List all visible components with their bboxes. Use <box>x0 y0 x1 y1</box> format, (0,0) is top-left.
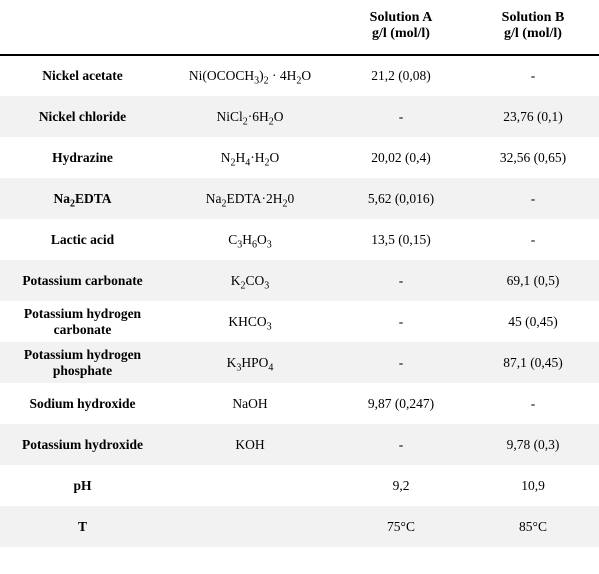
cell-formula: NiCl2·6H2O <box>165 96 335 137</box>
header-sol-b-line2: g/l (mol/l) <box>473 26 593 42</box>
cell-solution-a: - <box>335 96 467 137</box>
header-col-solution-b: Solution B g/l (mol/l) <box>467 0 599 55</box>
table-row: Nickel acetateNi(OCOCH3)2 · 4H2O21,2 (0,… <box>0 55 599 96</box>
header-col1 <box>165 0 335 55</box>
table-header: Solution A g/l (mol/l) Solution B g/l (m… <box>0 0 599 55</box>
cell-compound-name: Nickel acetate <box>0 55 165 96</box>
cell-formula: N2H4·H2O <box>165 137 335 178</box>
cell-formula: K2CO3 <box>165 260 335 301</box>
header-sol-a-line2: g/l (mol/l) <box>341 26 461 42</box>
table-row: Nickel chlorideNiCl2·6H2O-23,76 (0,1) <box>0 96 599 137</box>
cell-solution-b: 10,9 <box>467 465 599 506</box>
cell-solution-b: 45 (0,45) <box>467 301 599 342</box>
cell-solution-a: - <box>335 424 467 465</box>
header-sol-b-line1: Solution B <box>473 10 593 26</box>
header-col0 <box>0 0 165 55</box>
cell-solution-a: - <box>335 301 467 342</box>
cell-formula <box>165 465 335 506</box>
cell-solution-b: - <box>467 219 599 260</box>
cell-solution-b: 87,1 (0,45) <box>467 342 599 383</box>
cell-solution-a: 20,02 (0,4) <box>335 137 467 178</box>
cell-formula: C3H6O3 <box>165 219 335 260</box>
header-col-solution-a: Solution A g/l (mol/l) <box>335 0 467 55</box>
cell-solution-a: 9,2 <box>335 465 467 506</box>
table-row: Lactic acidC3H6O313,5 (0,15)- <box>0 219 599 260</box>
cell-compound-name: Potassium hydrogenphosphate <box>0 342 165 383</box>
cell-solution-a: 13,5 (0,15) <box>335 219 467 260</box>
cell-solution-b: 9,78 (0,3) <box>467 424 599 465</box>
cell-solution-b: - <box>467 178 599 219</box>
cell-solution-b: - <box>467 383 599 424</box>
cell-formula: KHCO3 <box>165 301 335 342</box>
cell-solution-b: - <box>467 55 599 96</box>
cell-formula: NaOH <box>165 383 335 424</box>
cell-solution-a: 5,62 (0,016) <box>335 178 467 219</box>
cell-formula: K3HPO4 <box>165 342 335 383</box>
table-row: Potassium hydrogenphosphateK3HPO4-87,1 (… <box>0 342 599 383</box>
cell-formula <box>165 506 335 547</box>
cell-solution-a: - <box>335 342 467 383</box>
cell-compound-name: Potassium hydroxide <box>0 424 165 465</box>
cell-formula: Ni(OCOCH3)2 · 4H2O <box>165 55 335 96</box>
cell-compound-name: Lactic acid <box>0 219 165 260</box>
cell-compound-name: Potassium hydrogencarbonate <box>0 301 165 342</box>
cell-compound-name: Potassium carbonate <box>0 260 165 301</box>
composition-table: Solution A g/l (mol/l) Solution B g/l (m… <box>0 0 599 547</box>
cell-compound-name: Nickel chloride <box>0 96 165 137</box>
cell-solution-a: - <box>335 260 467 301</box>
cell-solution-a: 21,2 (0,08) <box>335 55 467 96</box>
cell-solution-b: 85°C <box>467 506 599 547</box>
table-row: Sodium hydroxideNaOH9,87 (0,247)- <box>0 383 599 424</box>
header-sol-a-line1: Solution A <box>341 10 461 26</box>
table-row: HydrazineN2H4·H2O20,02 (0,4)32,56 (0,65) <box>0 137 599 178</box>
table-row: pH 9,210,9 <box>0 465 599 506</box>
cell-compound-name: pH <box>0 465 165 506</box>
table-row: Potassium hydrogencarbonateKHCO3-45 (0,4… <box>0 301 599 342</box>
cell-compound-name: T <box>0 506 165 547</box>
table-row: Potassium carbonateK2CO3-69,1 (0,5) <box>0 260 599 301</box>
table-row: T 75°C85°C <box>0 506 599 547</box>
table-row: Potassium hydroxideKOH-9,78 (0,3) <box>0 424 599 465</box>
cell-compound-name: Sodium hydroxide <box>0 383 165 424</box>
cell-solution-b: 69,1 (0,5) <box>467 260 599 301</box>
cell-solution-a: 75°C <box>335 506 467 547</box>
cell-formula: KOH <box>165 424 335 465</box>
cell-solution-b: 23,76 (0,1) <box>467 96 599 137</box>
cell-solution-a: 9,87 (0,247) <box>335 383 467 424</box>
cell-solution-b: 32,56 (0,65) <box>467 137 599 178</box>
table-body: Nickel acetateNi(OCOCH3)2 · 4H2O21,2 (0,… <box>0 55 599 547</box>
cell-compound-name: Hydrazine <box>0 137 165 178</box>
cell-compound-name: Na2EDTA <box>0 178 165 219</box>
cell-formula: Na2EDTA·2H20 <box>165 178 335 219</box>
table-row: Na2EDTANa2EDTA·2H205,62 (0,016)- <box>0 178 599 219</box>
